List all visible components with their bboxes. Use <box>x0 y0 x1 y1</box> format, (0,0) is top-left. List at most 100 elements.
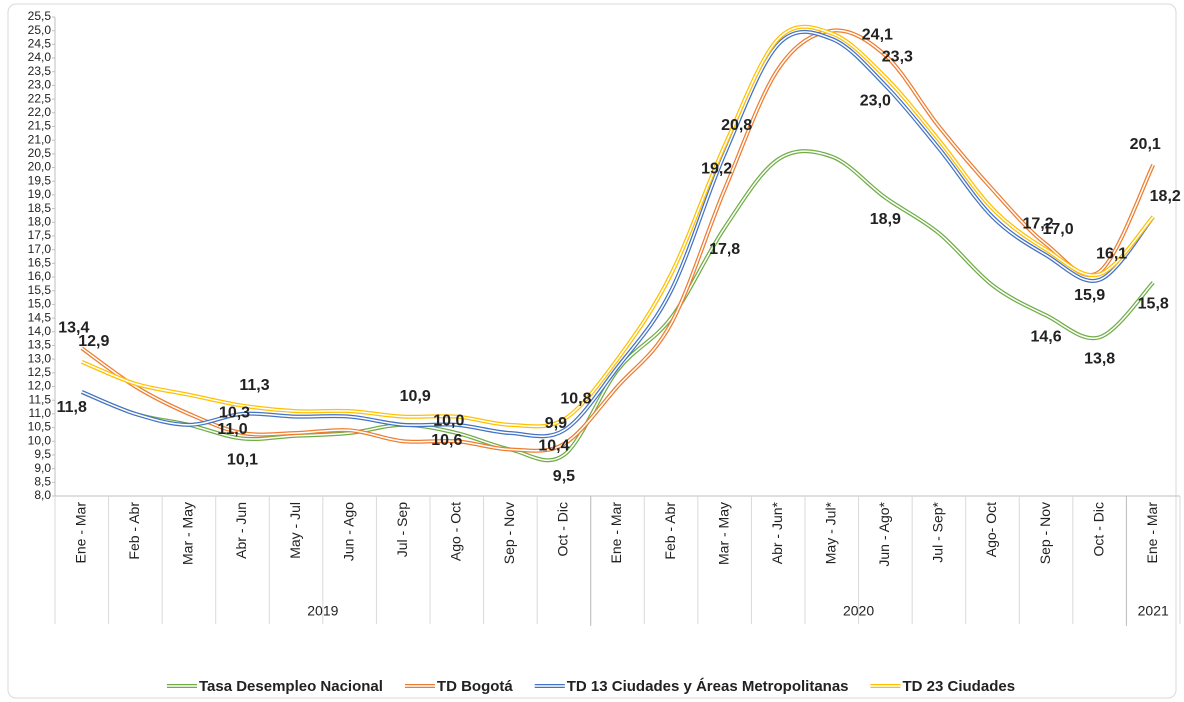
chart-frame <box>7 3 1177 699</box>
data-label: 11,8 <box>57 399 87 416</box>
x-tick-label: Jun - Ago <box>340 502 356 561</box>
y-tick-label: 13,5 <box>28 338 52 352</box>
data-label: 11,0 <box>217 421 247 438</box>
x-group-label: 2019 <box>307 603 338 619</box>
y-tick-label: 19,5 <box>28 173 52 187</box>
legend-item: TD Bogotá <box>404 678 513 695</box>
x-tick-label: May - Jul* <box>822 501 838 564</box>
data-label: 10,0 <box>433 412 464 429</box>
data-label: 23,0 <box>860 93 891 110</box>
y-tick-label: 23,0 <box>28 78 52 92</box>
legend-label: TD 13 Ciudades y Áreas Metropolitanas <box>567 678 849 695</box>
data-label: 24,1 <box>862 27 893 44</box>
y-tick-label: 8,5 <box>34 474 51 488</box>
y-tick-label: 18,0 <box>28 214 52 228</box>
y-tick-label: 20,5 <box>28 146 52 160</box>
x-tick-label: Feb - Abr <box>662 502 678 560</box>
y-tick-label: 17,0 <box>28 242 52 256</box>
data-label: 15,8 <box>1138 296 1169 313</box>
data-label: 10,8 <box>560 391 591 408</box>
x-group-label: 2021 <box>1138 603 1169 619</box>
legend-label: TD Bogotá <box>437 678 513 695</box>
x-tick-label: Oct - Dic <box>1090 502 1106 556</box>
data-label: 10,3 <box>219 404 250 421</box>
data-label: 12,9 <box>78 333 109 350</box>
y-tick-label: 24,5 <box>28 37 52 51</box>
series-line-inner <box>81 26 1154 428</box>
series-line-inner <box>81 29 1154 452</box>
series-line-inner <box>81 150 1154 461</box>
y-tick-label: 24,0 <box>28 50 52 64</box>
y-tick-label: 21,5 <box>28 119 52 133</box>
x-tick-label: Ene - Mar <box>1144 502 1160 564</box>
data-label: 23,3 <box>882 48 913 65</box>
y-tick-label: 11,5 <box>29 392 52 406</box>
legend-item: TD 13 Ciudades y Áreas Metropolitanas <box>534 678 849 695</box>
legend-label: TD 23 Ciudades <box>903 678 1016 695</box>
series-line-inner <box>81 31 1154 437</box>
y-tick-label: 14,0 <box>28 324 52 338</box>
y-tick-label: 17,5 <box>28 228 52 242</box>
x-tick-label: Ago- Oct <box>983 502 999 557</box>
x-tick-label: Mar - May <box>180 502 196 565</box>
data-label: 20,1 <box>1130 136 1161 153</box>
x-tick-label: Ene - Mar <box>72 502 88 564</box>
y-tick-label: 20,0 <box>28 160 52 174</box>
data-label: 10,1 <box>227 452 258 469</box>
x-tick-label: Sep - Nov <box>1037 502 1053 564</box>
y-tick-label: 25,0 <box>28 23 52 37</box>
x-tick-label: Ene - Mar <box>608 502 624 564</box>
data-label: 17,0 <box>1043 221 1074 238</box>
y-tick-label: 22,0 <box>28 105 52 119</box>
y-tick-label: 22,5 <box>28 91 52 105</box>
x-tick-label: May - Jul <box>287 502 303 559</box>
data-label: 9,9 <box>545 415 567 432</box>
data-label: 19,2 <box>701 161 732 178</box>
y-tick-label: 16,5 <box>28 256 52 270</box>
data-label: 10,6 <box>431 432 462 449</box>
data-label: 20,8 <box>721 117 752 134</box>
y-tick-label: 25,5 <box>28 9 52 23</box>
y-tick-label: 12,0 <box>28 379 52 393</box>
data-label: 10,9 <box>400 388 431 405</box>
data-label: 16,1 <box>1096 246 1127 263</box>
x-tick-label: Jul - Sep <box>394 502 410 557</box>
y-tick-label: 16,0 <box>28 269 52 283</box>
data-label: 17,2 <box>1023 215 1054 232</box>
data-label: 13,8 <box>1084 350 1115 367</box>
y-tick-label: 11,0 <box>29 406 52 420</box>
legend-item: Tasa Desempleo Nacional <box>166 678 383 695</box>
x-tick-label: Abr - Jun <box>233 502 249 559</box>
y-tick-label: 15,5 <box>28 283 52 297</box>
y-tick-label: 9,5 <box>34 447 51 461</box>
x-tick-label: Jun - Ago* <box>876 501 892 566</box>
x-tick-label: Sep - Nov <box>501 502 517 564</box>
data-label: 13,4 <box>58 319 89 336</box>
x-tick-label: Ago - Oct <box>447 502 463 561</box>
y-tick-label: 12,5 <box>28 365 52 379</box>
x-group-label: 2020 <box>843 603 874 619</box>
data-label: 11,3 <box>239 377 269 394</box>
y-tick-label: 23,5 <box>28 64 52 78</box>
data-label: 18,2 <box>1150 188 1181 205</box>
y-tick-label: 18,5 <box>28 201 52 215</box>
x-tick-label: Mar - May <box>715 502 731 565</box>
x-tick-label: Feb - Abr <box>126 502 142 560</box>
data-label: 17,8 <box>709 241 740 258</box>
y-tick-label: 10,0 <box>28 433 52 447</box>
x-tick-label: Abr - Jun* <box>769 501 785 564</box>
y-tick-label: 13,0 <box>28 351 52 365</box>
legend-label: Tasa Desempleo Nacional <box>199 678 383 695</box>
y-tick-label: 14,5 <box>28 310 52 324</box>
y-tick-label: 15,0 <box>28 297 52 311</box>
y-tick-label: 8,0 <box>34 488 51 502</box>
y-tick-label: 19,0 <box>28 187 52 201</box>
y-tick-label: 9,0 <box>34 461 51 475</box>
data-label: 15,9 <box>1074 287 1105 304</box>
data-label: 10,4 <box>538 438 569 455</box>
y-tick-label: 21,0 <box>28 132 52 146</box>
x-tick-label: Jul - Sep* <box>930 501 946 562</box>
data-label: 14,6 <box>1031 329 1062 346</box>
x-tick-label: Oct - Dic <box>555 502 571 556</box>
legend-item: TD 23 Ciudades <box>870 678 1016 695</box>
